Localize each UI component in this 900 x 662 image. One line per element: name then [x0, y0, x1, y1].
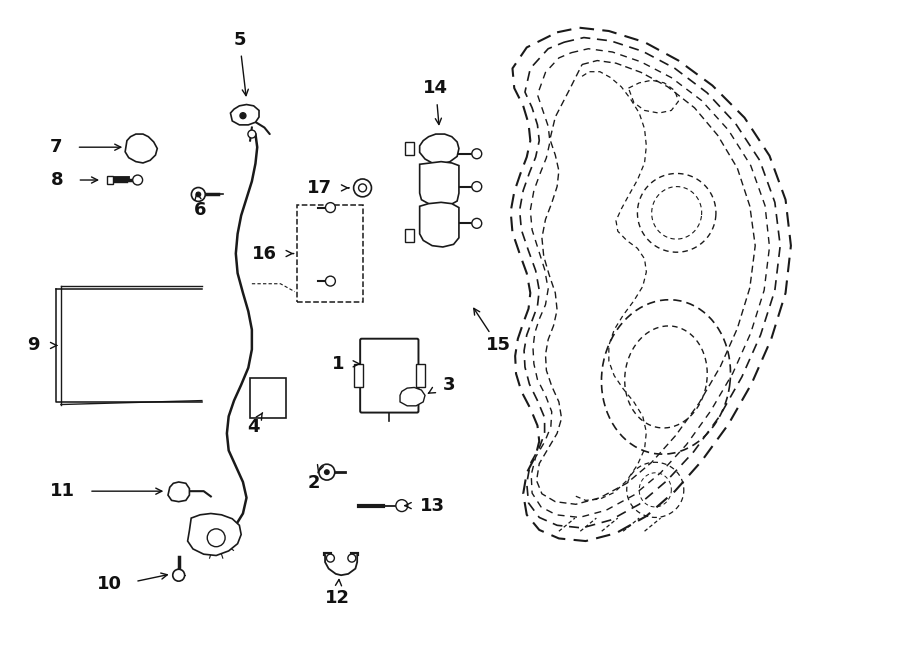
- Text: 5: 5: [233, 30, 246, 48]
- Circle shape: [327, 554, 335, 562]
- Text: 8: 8: [51, 171, 64, 189]
- Circle shape: [207, 529, 225, 547]
- Circle shape: [358, 184, 366, 192]
- Text: 16: 16: [252, 244, 277, 263]
- Polygon shape: [187, 514, 241, 555]
- Polygon shape: [325, 554, 357, 575]
- Text: 7: 7: [50, 138, 63, 156]
- Circle shape: [472, 181, 482, 191]
- Bar: [405, 142, 414, 155]
- Text: 4: 4: [248, 418, 260, 436]
- Text: 17: 17: [307, 179, 332, 197]
- Circle shape: [132, 175, 142, 185]
- Text: 15: 15: [486, 336, 510, 354]
- Circle shape: [396, 500, 408, 512]
- Text: 9: 9: [27, 336, 40, 354]
- Circle shape: [240, 113, 246, 118]
- Text: 11: 11: [50, 482, 76, 500]
- Circle shape: [326, 276, 336, 286]
- Circle shape: [195, 191, 202, 197]
- Text: 13: 13: [419, 496, 445, 514]
- Circle shape: [192, 187, 205, 201]
- Circle shape: [472, 149, 482, 159]
- Circle shape: [248, 130, 256, 138]
- Circle shape: [324, 469, 329, 475]
- Polygon shape: [125, 134, 158, 163]
- Text: 6: 6: [194, 201, 206, 219]
- Text: 14: 14: [423, 79, 448, 97]
- Bar: [405, 228, 414, 242]
- Text: 1: 1: [332, 355, 345, 373]
- Polygon shape: [419, 203, 459, 247]
- Bar: [250, 377, 286, 418]
- Circle shape: [319, 464, 335, 480]
- Polygon shape: [168, 482, 189, 502]
- Polygon shape: [419, 134, 459, 164]
- Circle shape: [472, 218, 482, 228]
- FancyBboxPatch shape: [360, 339, 418, 412]
- Bar: [416, 364, 425, 387]
- Polygon shape: [230, 105, 259, 125]
- Text: 12: 12: [325, 589, 350, 606]
- Circle shape: [173, 569, 184, 581]
- Text: 10: 10: [96, 575, 122, 593]
- Text: 3: 3: [443, 376, 455, 394]
- Circle shape: [348, 554, 356, 562]
- Bar: [354, 364, 363, 387]
- Polygon shape: [400, 387, 425, 406]
- Circle shape: [326, 203, 336, 213]
- Bar: [107, 176, 113, 184]
- Polygon shape: [419, 162, 459, 207]
- Text: 2: 2: [308, 474, 320, 493]
- Circle shape: [354, 179, 372, 197]
- Bar: [297, 205, 364, 302]
